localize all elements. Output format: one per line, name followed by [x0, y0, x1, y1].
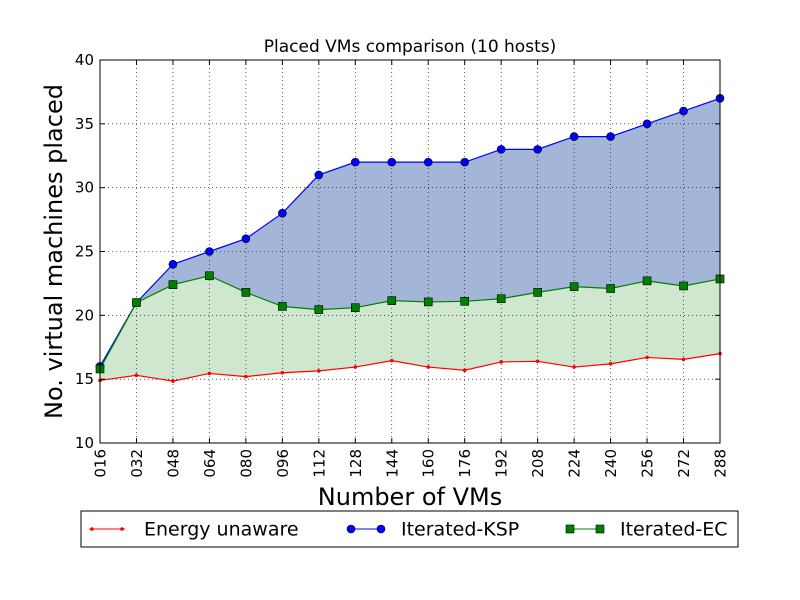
data-point-iterated-ec	[314, 305, 324, 314]
data-point-energy-unaware	[426, 365, 431, 369]
x-tick-label: 144	[383, 449, 401, 478]
legend-marker-energy-unaware	[120, 527, 124, 531]
data-point-iterated-ksp	[533, 145, 542, 154]
data-point-energy-unaware	[389, 358, 394, 363]
data-point-iterated-ksp	[350, 157, 360, 167]
data-point-energy-unaware	[608, 362, 613, 366]
data-point-iterated-ec	[642, 276, 652, 286]
data-point-iterated-ksp	[387, 157, 397, 167]
legend-frame	[80, 510, 739, 548]
y-tick-label: 10	[75, 434, 94, 452]
x-tick-label: 080	[237, 449, 255, 478]
data-point-iterated-ksp	[496, 145, 506, 154]
legend-label-iterated-ksp: Iterated-KSP	[401, 519, 519, 541]
x-tick-label: 176	[456, 449, 474, 478]
data-point-iterated-ec	[533, 288, 542, 297]
x-tick-label: 128	[347, 449, 365, 478]
data-point-iterated-ksp	[606, 132, 615, 141]
data-point-iterated-ksp	[569, 132, 579, 141]
x-tick-label: 016	[92, 449, 110, 478]
y-tick-label: 25	[75, 243, 94, 261]
data-point-energy-unaware	[462, 368, 467, 373]
data-point-iterated-ec	[606, 284, 615, 293]
data-point-iterated-ksp	[423, 157, 433, 167]
data-point-iterated-ec	[679, 281, 688, 291]
y-tick-label: 15	[75, 370, 94, 388]
data-point-iterated-ksp	[241, 234, 251, 244]
series-line-energy-unaware	[99, 353, 721, 382]
data-point-energy-unaware	[645, 355, 649, 360]
data-point-iterated-ksp	[205, 247, 214, 256]
x-tick-label: 064	[201, 449, 219, 478]
data-point-iterated-ec	[423, 297, 433, 307]
x-tick-label: 240	[602, 449, 620, 478]
x-tick-label: 032	[128, 449, 146, 478]
legend: Energy unaware Iterated-KSP Iterated-EC	[80, 510, 739, 548]
data-point-iterated-ec	[569, 282, 579, 291]
fill-energy-unaware-to-iterated-ec	[100, 275, 720, 382]
data-point-iterated-ksp	[278, 208, 287, 218]
data-point-iterated-ksp	[460, 157, 470, 167]
data-point-energy-unaware	[171, 379, 175, 383]
x-tick-label: 224	[566, 449, 584, 478]
data-point-iterated-ec	[460, 296, 470, 306]
fill-iterated-ec-to-iterated-ksp	[100, 98, 720, 369]
data-point-iterated-ec	[132, 298, 141, 307]
data-point-iterated-ec	[387, 296, 397, 305]
data-point-energy-unaware	[317, 369, 321, 373]
data-point-iterated-ksp	[314, 170, 324, 180]
data-point-iterated-ksp	[679, 106, 688, 116]
y-tick-label: 20	[75, 306, 94, 324]
x-tick-label: 272	[675, 449, 693, 478]
data-point-energy-unaware	[499, 360, 503, 364]
x-tick-label: 256	[639, 449, 657, 478]
x-tick-label: 208	[529, 449, 547, 478]
legend-marker-iterated-ksp	[346, 524, 356, 534]
data-point-energy-unaware	[207, 371, 212, 376]
data-point-energy-unaware	[353, 365, 358, 369]
data-point-iterated-ksp	[642, 119, 652, 129]
data-point-energy-unaware	[681, 357, 686, 362]
chart-title: Placed VMs comparison (10 hosts)	[264, 37, 556, 57]
legend-item-iterated-ec: Iterated-EC	[565, 519, 728, 541]
legend-label-iterated-ec: Iterated-EC	[620, 519, 728, 541]
series-line-iterated-ksp	[99, 97, 721, 367]
x-tick-label: 288	[712, 449, 730, 478]
legend-marker-iterated-ksp	[376, 524, 386, 534]
data-point-energy-unaware	[572, 365, 576, 369]
grid	[100, 60, 720, 443]
series-line-iterated-ec	[99, 275, 721, 370]
data-point-iterated-ec	[496, 294, 506, 304]
y-axis-label: No. virtual machines placed	[40, 84, 68, 419]
area-fills	[100, 98, 720, 382]
x-tick-label: 112	[310, 449, 328, 478]
data-point-energy-unaware	[280, 370, 285, 375]
data-point-iterated-ec	[278, 302, 287, 311]
y-tick-label: 30	[75, 179, 94, 197]
y-tick-label: 40	[75, 51, 94, 69]
legend-item-energy-unaware: Energy unaware	[89, 519, 299, 541]
data-point-energy-unaware	[244, 374, 248, 379]
axis-ticks: 10 15 20 25 30 35 40 016 032 048 064 080 096 112 128 14…	[75, 51, 730, 478]
series-lines	[99, 97, 721, 382]
legend-item-iterated-ksp: Iterated-KSP	[346, 519, 519, 541]
data-point-iterated-ec	[350, 303, 360, 312]
data-point-iterated-ksp	[168, 259, 178, 269]
x-tick-label: 096	[274, 449, 292, 478]
x-axis-label: Number of VMs	[318, 483, 502, 511]
legend-marker-iterated-ec	[595, 524, 605, 534]
legend-marker-iterated-ec	[565, 524, 575, 534]
data-point-iterated-ec	[241, 288, 251, 297]
legend-marker-energy-unaware	[90, 527, 94, 531]
x-tick-label: 160	[420, 449, 438, 478]
y-tick-label: 35	[75, 115, 94, 133]
data-point-energy-unaware	[535, 359, 540, 364]
data-point-iterated-ec	[205, 271, 214, 281]
data-point-iterated-ec	[168, 280, 178, 289]
x-tick-label: 192	[493, 449, 511, 478]
data-point-energy-unaware	[134, 373, 139, 378]
x-tick-label: 048	[164, 449, 182, 478]
legend-label-energy-unaware: Energy unaware	[144, 519, 299, 541]
